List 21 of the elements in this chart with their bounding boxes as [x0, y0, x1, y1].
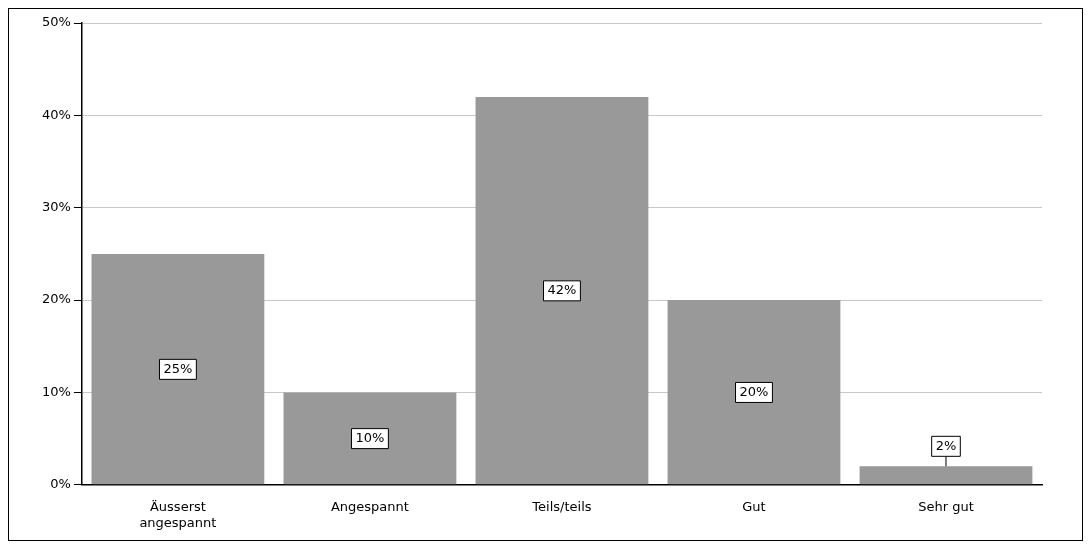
x-tick-label: Gut	[742, 498, 766, 514]
bar	[475, 96, 649, 485]
x-tick-label: Teils/teils	[531, 498, 592, 514]
bar	[859, 466, 1033, 485]
x-tick-label: Sehr gut	[918, 498, 974, 514]
x-tick-label: Äusserst angespannt	[139, 498, 217, 530]
y-tick-label: 0%	[50, 476, 71, 492]
bar	[283, 392, 457, 485]
data-label: 42%	[547, 282, 577, 298]
data-label: 2%	[935, 437, 957, 453]
y-tick-label: 20%	[41, 291, 71, 307]
bar	[91, 253, 265, 485]
y-tick-label: 50%	[41, 14, 71, 30]
x-tick-label: Angespannt	[330, 498, 409, 514]
data-label: 10%	[355, 429, 385, 445]
y-tick-label: 10%	[41, 383, 71, 399]
y-tick-label: 40%	[41, 106, 71, 122]
bar	[667, 300, 841, 485]
y-tick-label: 30%	[41, 199, 71, 215]
data-label: 20%	[739, 383, 769, 399]
data-label: 25%	[163, 360, 193, 376]
